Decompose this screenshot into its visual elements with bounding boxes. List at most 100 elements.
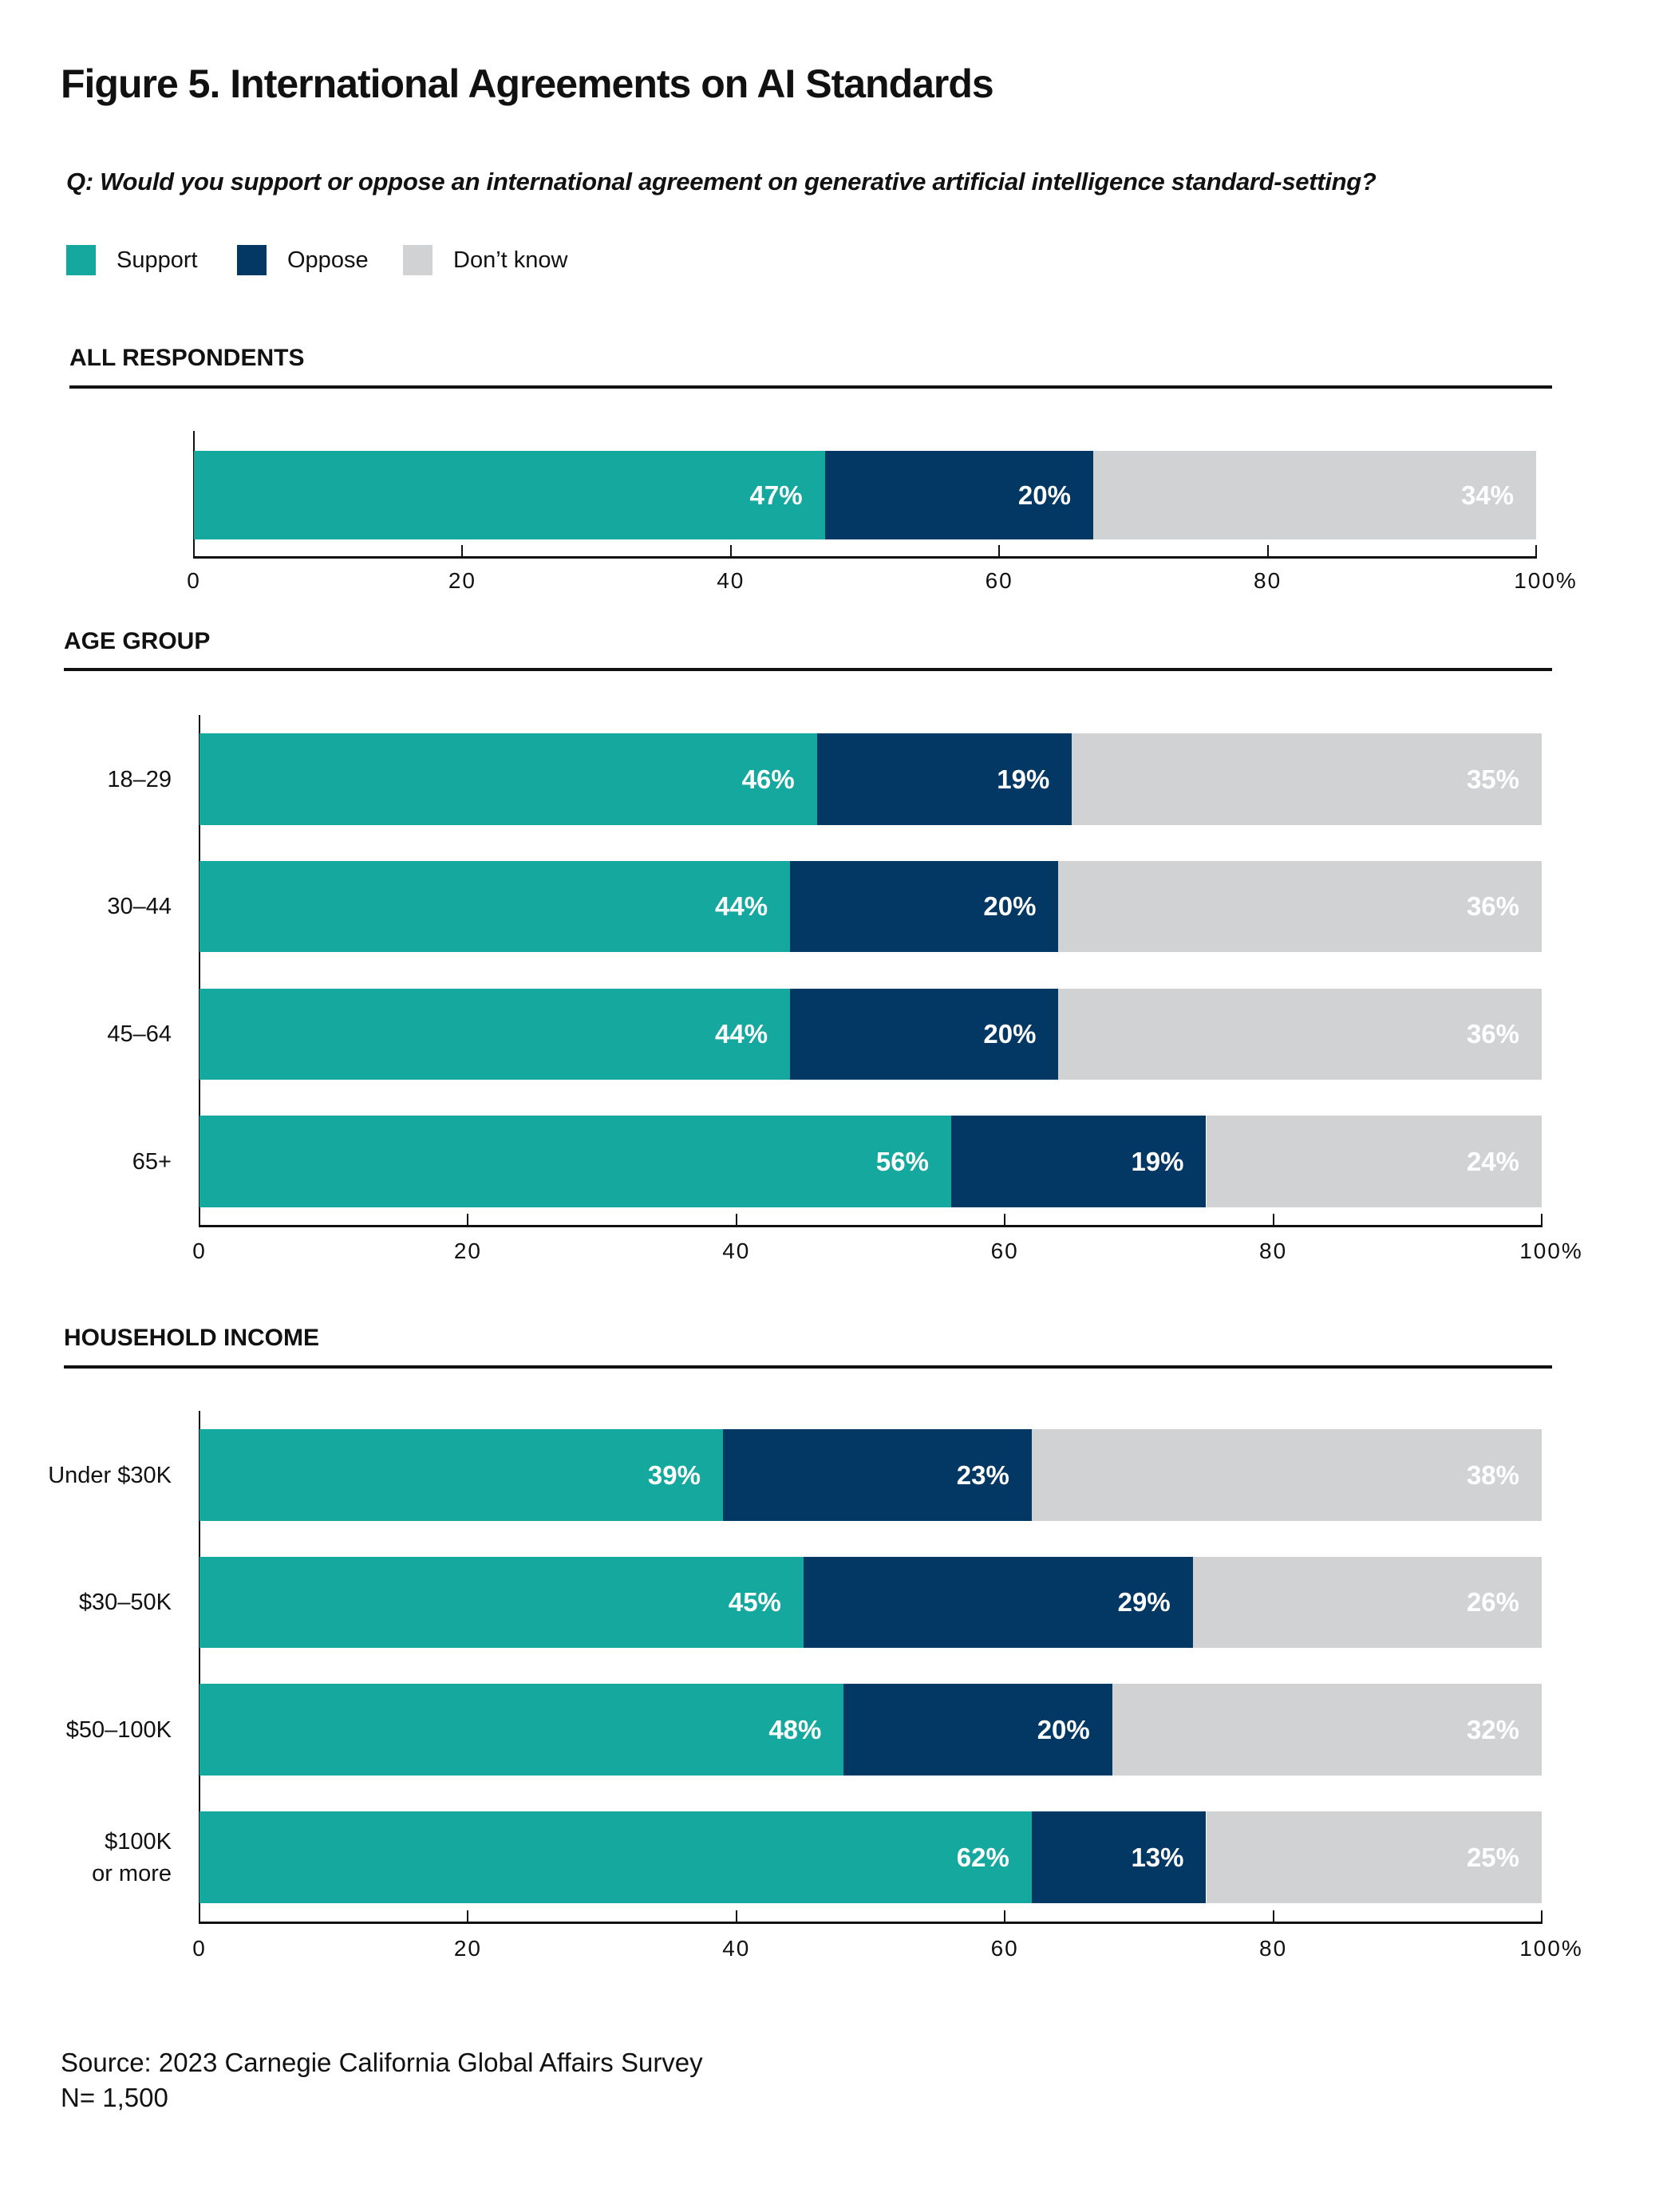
x-tick-label: 60 — [985, 568, 1013, 593]
bar-value-label-dont-know: 38% — [1466, 1460, 1519, 1490]
bar-segment-support — [199, 861, 791, 952]
bar-value-label-oppose: 20% — [1017, 480, 1071, 510]
x-tick-label: 20 — [453, 1238, 482, 1263]
bar-value-label-oppose: 20% — [1037, 1714, 1090, 1744]
x-tick-label: 0 — [192, 1936, 207, 1961]
x-tick — [461, 545, 464, 556]
x-axis-line — [193, 556, 1537, 559]
bar-segment-oppose — [722, 1429, 1032, 1521]
legend-swatch-support — [66, 245, 96, 275]
category-label: 45–64 — [107, 1021, 172, 1047]
bar-segment-support — [199, 1429, 723, 1521]
x-tick-label: 20 — [453, 1936, 482, 1961]
bar-value-label-support: 56% — [875, 1146, 929, 1176]
bar-value-label-dont-know: 25% — [1466, 1842, 1519, 1872]
legend-label-support: Support — [117, 247, 198, 273]
category-label: Under $30K — [48, 1462, 172, 1488]
x-tick-label: 20 — [448, 568, 476, 593]
bar-value-label-support: 44% — [715, 1019, 768, 1049]
x-tick-label: 40 — [722, 1936, 751, 1961]
legend-label-oppose: Oppose — [287, 247, 369, 273]
category-label: 30–44 — [107, 894, 172, 919]
x-tick-label: 100% — [1514, 568, 1578, 593]
section-title: AGE GROUP — [64, 628, 211, 654]
bar-segment-support — [199, 733, 817, 825]
bar-value-label-dont-know: 36% — [1466, 1019, 1519, 1049]
bar-segment-support — [199, 989, 791, 1080]
x-tick — [1272, 1910, 1274, 1922]
x-tick — [199, 1214, 200, 1225]
x-tick — [1272, 1214, 1274, 1225]
bar-value-label-oppose: 20% — [983, 891, 1037, 921]
bar-value-label-oppose: 13% — [1131, 1842, 1184, 1872]
bar-segment-oppose — [950, 1116, 1207, 1207]
x-tick — [199, 1910, 200, 1922]
x-tick — [1004, 1910, 1006, 1922]
y-axis-line — [199, 715, 200, 1227]
x-tick-label: 0 — [187, 568, 201, 593]
legend-item-dont-know: Don’t know — [403, 245, 567, 275]
figure-title: Figure 5. International Agreements on AI… — [61, 61, 994, 106]
x-tick — [729, 545, 732, 556]
bar-segment-dont-know — [1058, 989, 1542, 1080]
section-title: ALL RESPONDENTS — [69, 345, 305, 371]
sample-size-note: N= 1,500 — [61, 2083, 168, 2112]
category-label: $100K or more — [92, 1828, 172, 1886]
bar-segment-dont-know — [1092, 451, 1536, 539]
legend-item-support: Support — [66, 245, 198, 275]
section-rule — [64, 1365, 1552, 1369]
bar-segment-dont-know — [1192, 1557, 1542, 1648]
x-tick — [1541, 1214, 1543, 1225]
x-tick — [735, 1910, 737, 1922]
bar-segment-oppose — [803, 1557, 1193, 1648]
x-tick — [467, 1214, 469, 1225]
x-tick — [735, 1214, 737, 1225]
bar-value-label-dont-know: 26% — [1466, 1587, 1519, 1617]
category-label: 18–29 — [107, 766, 172, 792]
bar-segment-dont-know — [1206, 1116, 1542, 1207]
bar-segment-dont-know — [1031, 1429, 1542, 1521]
survey-question: Q: Would you support or oppose an intern… — [66, 168, 1377, 196]
bar-value-label-dont-know: 35% — [1466, 764, 1519, 794]
bar-value-label-support: 48% — [768, 1714, 822, 1744]
x-tick-label: 40 — [717, 568, 745, 593]
x-tick-label: 60 — [990, 1936, 1019, 1961]
category-label: 65+ — [132, 1148, 172, 1175]
x-axis-line — [199, 1922, 1543, 1924]
x-tick — [998, 545, 1001, 556]
x-tick-label: 40 — [722, 1238, 751, 1263]
section-rule — [69, 385, 1552, 389]
legend-label-dont-know: Don’t know — [453, 247, 568, 273]
x-tick — [467, 1910, 469, 1922]
bar-segment-oppose — [1031, 1811, 1207, 1903]
bar-value-label-support: 39% — [647, 1460, 701, 1490]
x-tick-label: 0 — [192, 1238, 207, 1263]
x-tick — [1004, 1214, 1006, 1225]
bar-value-label-support: 47% — [749, 480, 803, 510]
bar-value-label-dont-know: 32% — [1466, 1714, 1519, 1744]
bar-value-label-oppose: 23% — [956, 1460, 1009, 1490]
bar-value-label-support: 44% — [715, 891, 768, 921]
source-note: Source: 2023 Carnegie California Global … — [61, 2048, 703, 2077]
x-tick — [1266, 545, 1269, 556]
x-tick-label: 80 — [1254, 568, 1282, 593]
x-tick-label: 100% — [1519, 1238, 1583, 1263]
bar-value-label-support: 46% — [741, 764, 795, 794]
x-axis-line — [199, 1225, 1543, 1227]
legend-swatch-dont-know — [403, 245, 433, 275]
bar-value-label-oppose: 19% — [997, 764, 1050, 794]
bar-segment-support — [199, 1557, 804, 1648]
x-tick-label: 60 — [990, 1238, 1019, 1263]
legend-swatch-oppose — [237, 245, 267, 275]
section-rule — [64, 668, 1552, 671]
bar-value-label-oppose: 20% — [983, 1019, 1037, 1049]
bar-segment-dont-know — [1206, 1811, 1542, 1903]
bar-segment-support — [199, 1811, 1032, 1903]
category-label: $50–100K — [65, 1716, 172, 1743]
bar-segment-support — [194, 451, 825, 539]
bar-segment-oppose — [824, 451, 1093, 539]
bar-segment-dont-know — [1058, 861, 1542, 952]
legend-item-oppose: Oppose — [237, 245, 369, 275]
bar-segment-oppose — [790, 861, 1059, 952]
bar-segment-oppose — [843, 1684, 1112, 1776]
